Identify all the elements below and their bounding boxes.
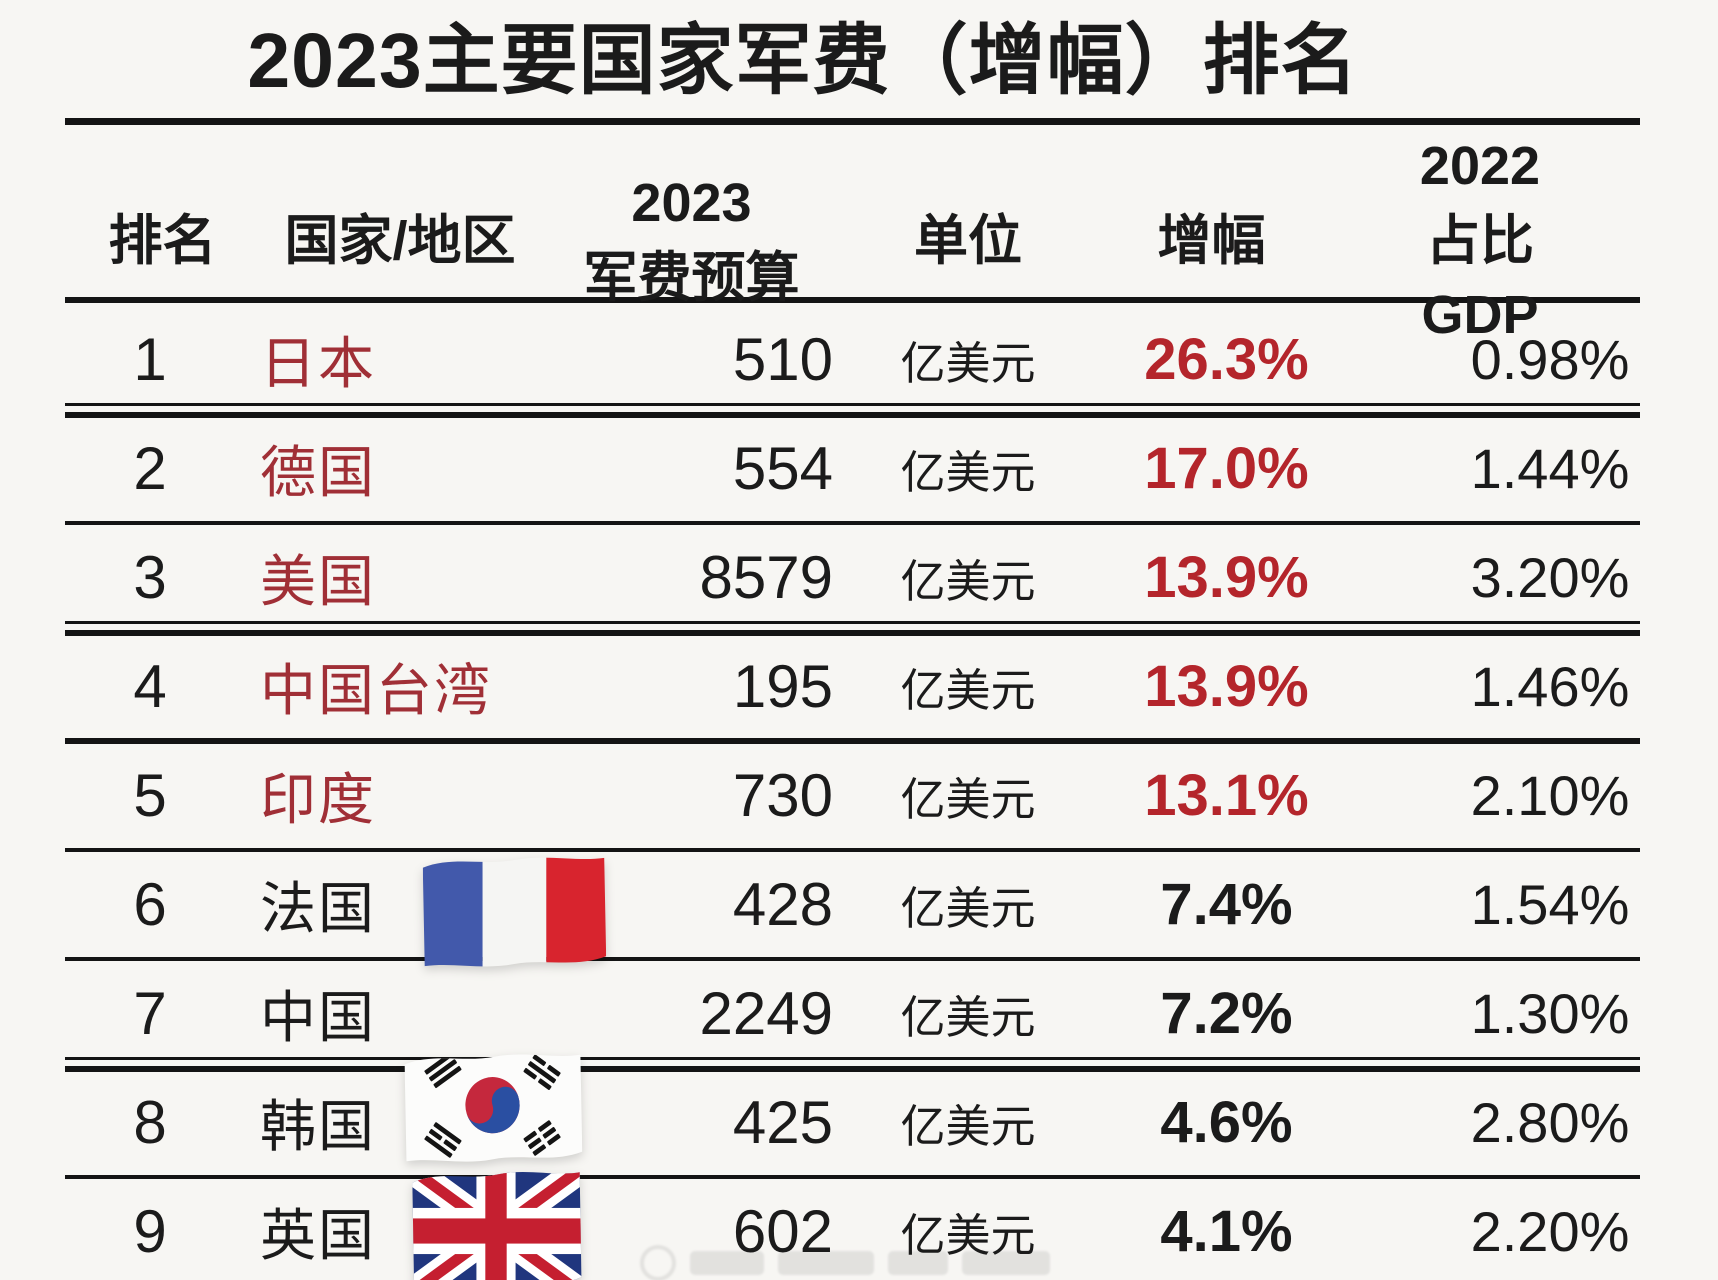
unit-cell: 亿美元 [900,992,1036,1043]
growth-cell: 13.1% [1144,763,1309,828]
unit-cell: 亿美元 [900,665,1036,716]
row-divider [65,403,1640,418]
country-cell: 法国 [260,877,376,940]
table-row: 6 法国 428 亿美元 7.4% 1.54% [65,850,1640,959]
growth-cell: 17.0% [1144,436,1309,501]
unit-cell: 亿美元 [900,556,1036,607]
watermark-mark [690,1251,764,1275]
header-budget-year: 2023 [631,173,752,234]
table-row: 4 中国台湾 195 亿美元 13.9% 1.46% [65,632,1640,741]
unit-cell: 亿美元 [900,774,1036,825]
rank-cell: 7 [133,980,167,1047]
budget-cell: 8579 [699,544,833,611]
budget-cell: 602 [732,1198,833,1265]
table-row: 5 印度 730 亿美元 13.1% 2.10% [65,741,1640,850]
header-country: 国家/地区 [284,210,516,271]
table-row: 9 英国 602 亿美元 4.1% 2.20% [65,1177,1640,1280]
country-cell: 中国 [260,986,376,1049]
unit-cell: 亿美元 [900,338,1036,389]
gdp-cell: 3.20% [1470,546,1630,609]
watermark-mark [962,1251,1050,1275]
unit-cell: 亿美元 [900,883,1036,934]
title-divider [65,118,1640,125]
country-cell: 美国 [260,550,376,613]
growth-cell: 4.1% [1160,1199,1293,1264]
gdp-cell: 1.30% [1470,982,1630,1045]
budget-cell: 554 [732,435,833,502]
row-divider [65,957,1640,961]
south-korea-flag-icon [399,1049,586,1169]
budget-cell: 730 [732,762,833,829]
watermark [640,1245,1100,1280]
growth-cell: 4.6% [1160,1090,1293,1155]
gdp-cell: 0.98% [1470,328,1630,391]
rank-cell: 9 [133,1198,167,1265]
table-row: 7 中国 2249 亿美元 7.2% 1.30% [65,959,1640,1068]
budget-cell: 195 [732,653,833,720]
gdp-cell: 1.44% [1470,437,1630,500]
rank-cell: 4 [133,653,167,720]
rank-cell: 6 [133,871,167,938]
country-cell: 德国 [260,441,376,504]
row-divider [65,621,1640,636]
growth-cell: 7.2% [1160,981,1293,1046]
unit-cell: 亿美元 [900,1210,1036,1261]
header-divider [65,297,1640,303]
unit-cell: 亿美元 [900,1101,1036,1152]
header-budget-label: 军费预算 [583,247,800,308]
budget-cell: 428 [732,871,833,938]
table-row: 2 德国 554 亿美元 17.0% 1.44% [65,414,1640,523]
table-header: 排名 国家/地区 2023 军费预算 单位 增幅 2022 占比 GDP [65,129,1640,345]
rank-cell: 1 [133,326,167,393]
gdp-cell: 2.20% [1470,1200,1630,1263]
header-budget: 2023 军费预算 [565,166,843,315]
header-gdp: 2022 占比 GDP [1360,129,1640,353]
united-kingdom-flag-icon [407,1166,585,1280]
growth-cell: 26.3% [1144,327,1309,392]
header-gdp-label: 占比 GDP [1421,210,1539,346]
growth-cell: 13.9% [1144,654,1309,719]
growth-cell: 13.9% [1144,545,1309,610]
row-divider [65,738,1640,744]
watermark-logo [640,1245,676,1280]
row-divider [65,521,1640,525]
country-cell: 韩国 [260,1095,376,1158]
watermark-mark [888,1251,948,1275]
header-unit: 单位 [914,210,1022,271]
rank-cell: 8 [133,1089,167,1156]
country-cell: 日本 [260,332,376,395]
gdp-cell: 1.54% [1470,873,1630,936]
budget-cell: 2249 [699,980,833,1047]
gdp-cell: 2.10% [1470,764,1630,827]
table-row: 1 日本 510 亿美元 26.3% 0.98% [65,305,1640,414]
gdp-cell: 1.46% [1470,655,1630,718]
country-cell: 中国台湾 [260,659,492,722]
header-growth: 增幅 [1157,210,1266,271]
country-cell: 印度 [260,768,376,831]
budget-cell: 510 [732,326,833,393]
country-cell: 英国 [260,1204,376,1267]
table-row: 8 韩国 425 亿美元 4.6% 2.80% [65,1068,1640,1177]
row-divider [65,1175,1640,1179]
rank-cell: 3 [133,544,167,611]
france-flag-icon [417,852,610,974]
growth-cell: 7.4% [1160,872,1293,937]
unit-cell: 亿美元 [900,447,1036,498]
rank-cell: 5 [133,762,167,829]
header-rank: 排名 [108,210,217,271]
watermark-mark [778,1251,874,1275]
table-row: 3 美国 8579 亿美元 13.9% 3.20% [65,523,1640,632]
row-divider [65,848,1640,852]
header-gdp-year: 2022 [1419,136,1541,196]
budget-cell: 425 [732,1089,833,1156]
page-title: 2023主要国家军费（增幅）排名 [247,18,1359,104]
gdp-cell: 2.80% [1470,1091,1630,1154]
rank-cell: 2 [133,435,167,502]
